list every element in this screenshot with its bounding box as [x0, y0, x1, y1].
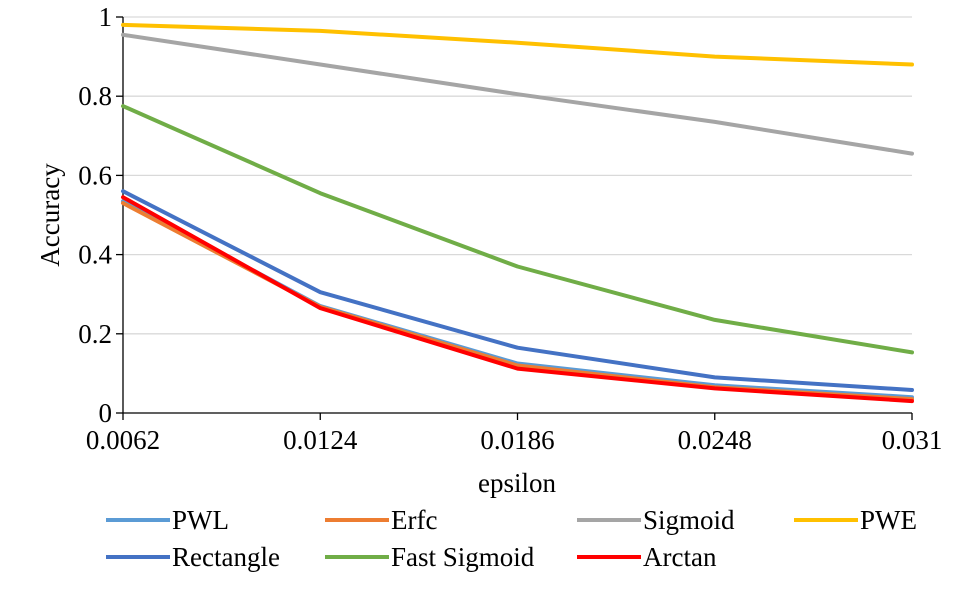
legend-label-erfc: Erfc	[391, 505, 437, 535]
y-tick-label: 0.2	[78, 319, 112, 349]
series-line-pwe	[121, 22, 914, 67]
series-line-fast-sigmoid	[121, 104, 914, 355]
legend-label-arctan: Arctan	[643, 542, 717, 572]
x-tick-label: 0.0124	[283, 425, 358, 455]
x-tick-label: 0.0248	[678, 425, 752, 455]
gridlines	[123, 16, 912, 335]
y-tick-label: 0.4	[78, 240, 112, 270]
y-tick-label: 1	[99, 2, 113, 32]
legend: PWL Erfc Sigmoid PWE Rectangle Fast Sigmoid Ar…	[106, 505, 917, 572]
x-axis: 0.0062 0.0124 0.0186 0.0248 0.031	[86, 412, 943, 455]
x-tick-label: 0.0186	[480, 425, 554, 455]
x-tick-label: 0.031	[882, 425, 943, 455]
y-axis: 0 0.2 0.4 0.6 0.8 1	[78, 2, 124, 428]
series-line-sigmoid	[121, 32, 914, 156]
y-tick-label: 0	[99, 398, 113, 428]
x-tick-label: 0.0062	[86, 425, 160, 455]
legend-label-pwe: PWE	[860, 505, 917, 535]
legend-label-rectangle: Rectangle	[172, 542, 280, 572]
y-tick-label: 0.8	[78, 81, 112, 111]
x-axis-title: epsilon	[478, 468, 556, 498]
series-line-rectangle	[121, 189, 914, 392]
series-lines	[121, 22, 914, 404]
series-line-arctan	[121, 195, 914, 404]
legend-label-sigmoid: Sigmoid	[643, 505, 735, 535]
y-tick-label: 0.6	[78, 160, 112, 190]
legend-label-pwl: PWL	[172, 505, 229, 535]
y-axis-title: Accuracy	[35, 163, 65, 267]
legend-label-fast-sigmoid: Fast Sigmoid	[391, 542, 535, 572]
